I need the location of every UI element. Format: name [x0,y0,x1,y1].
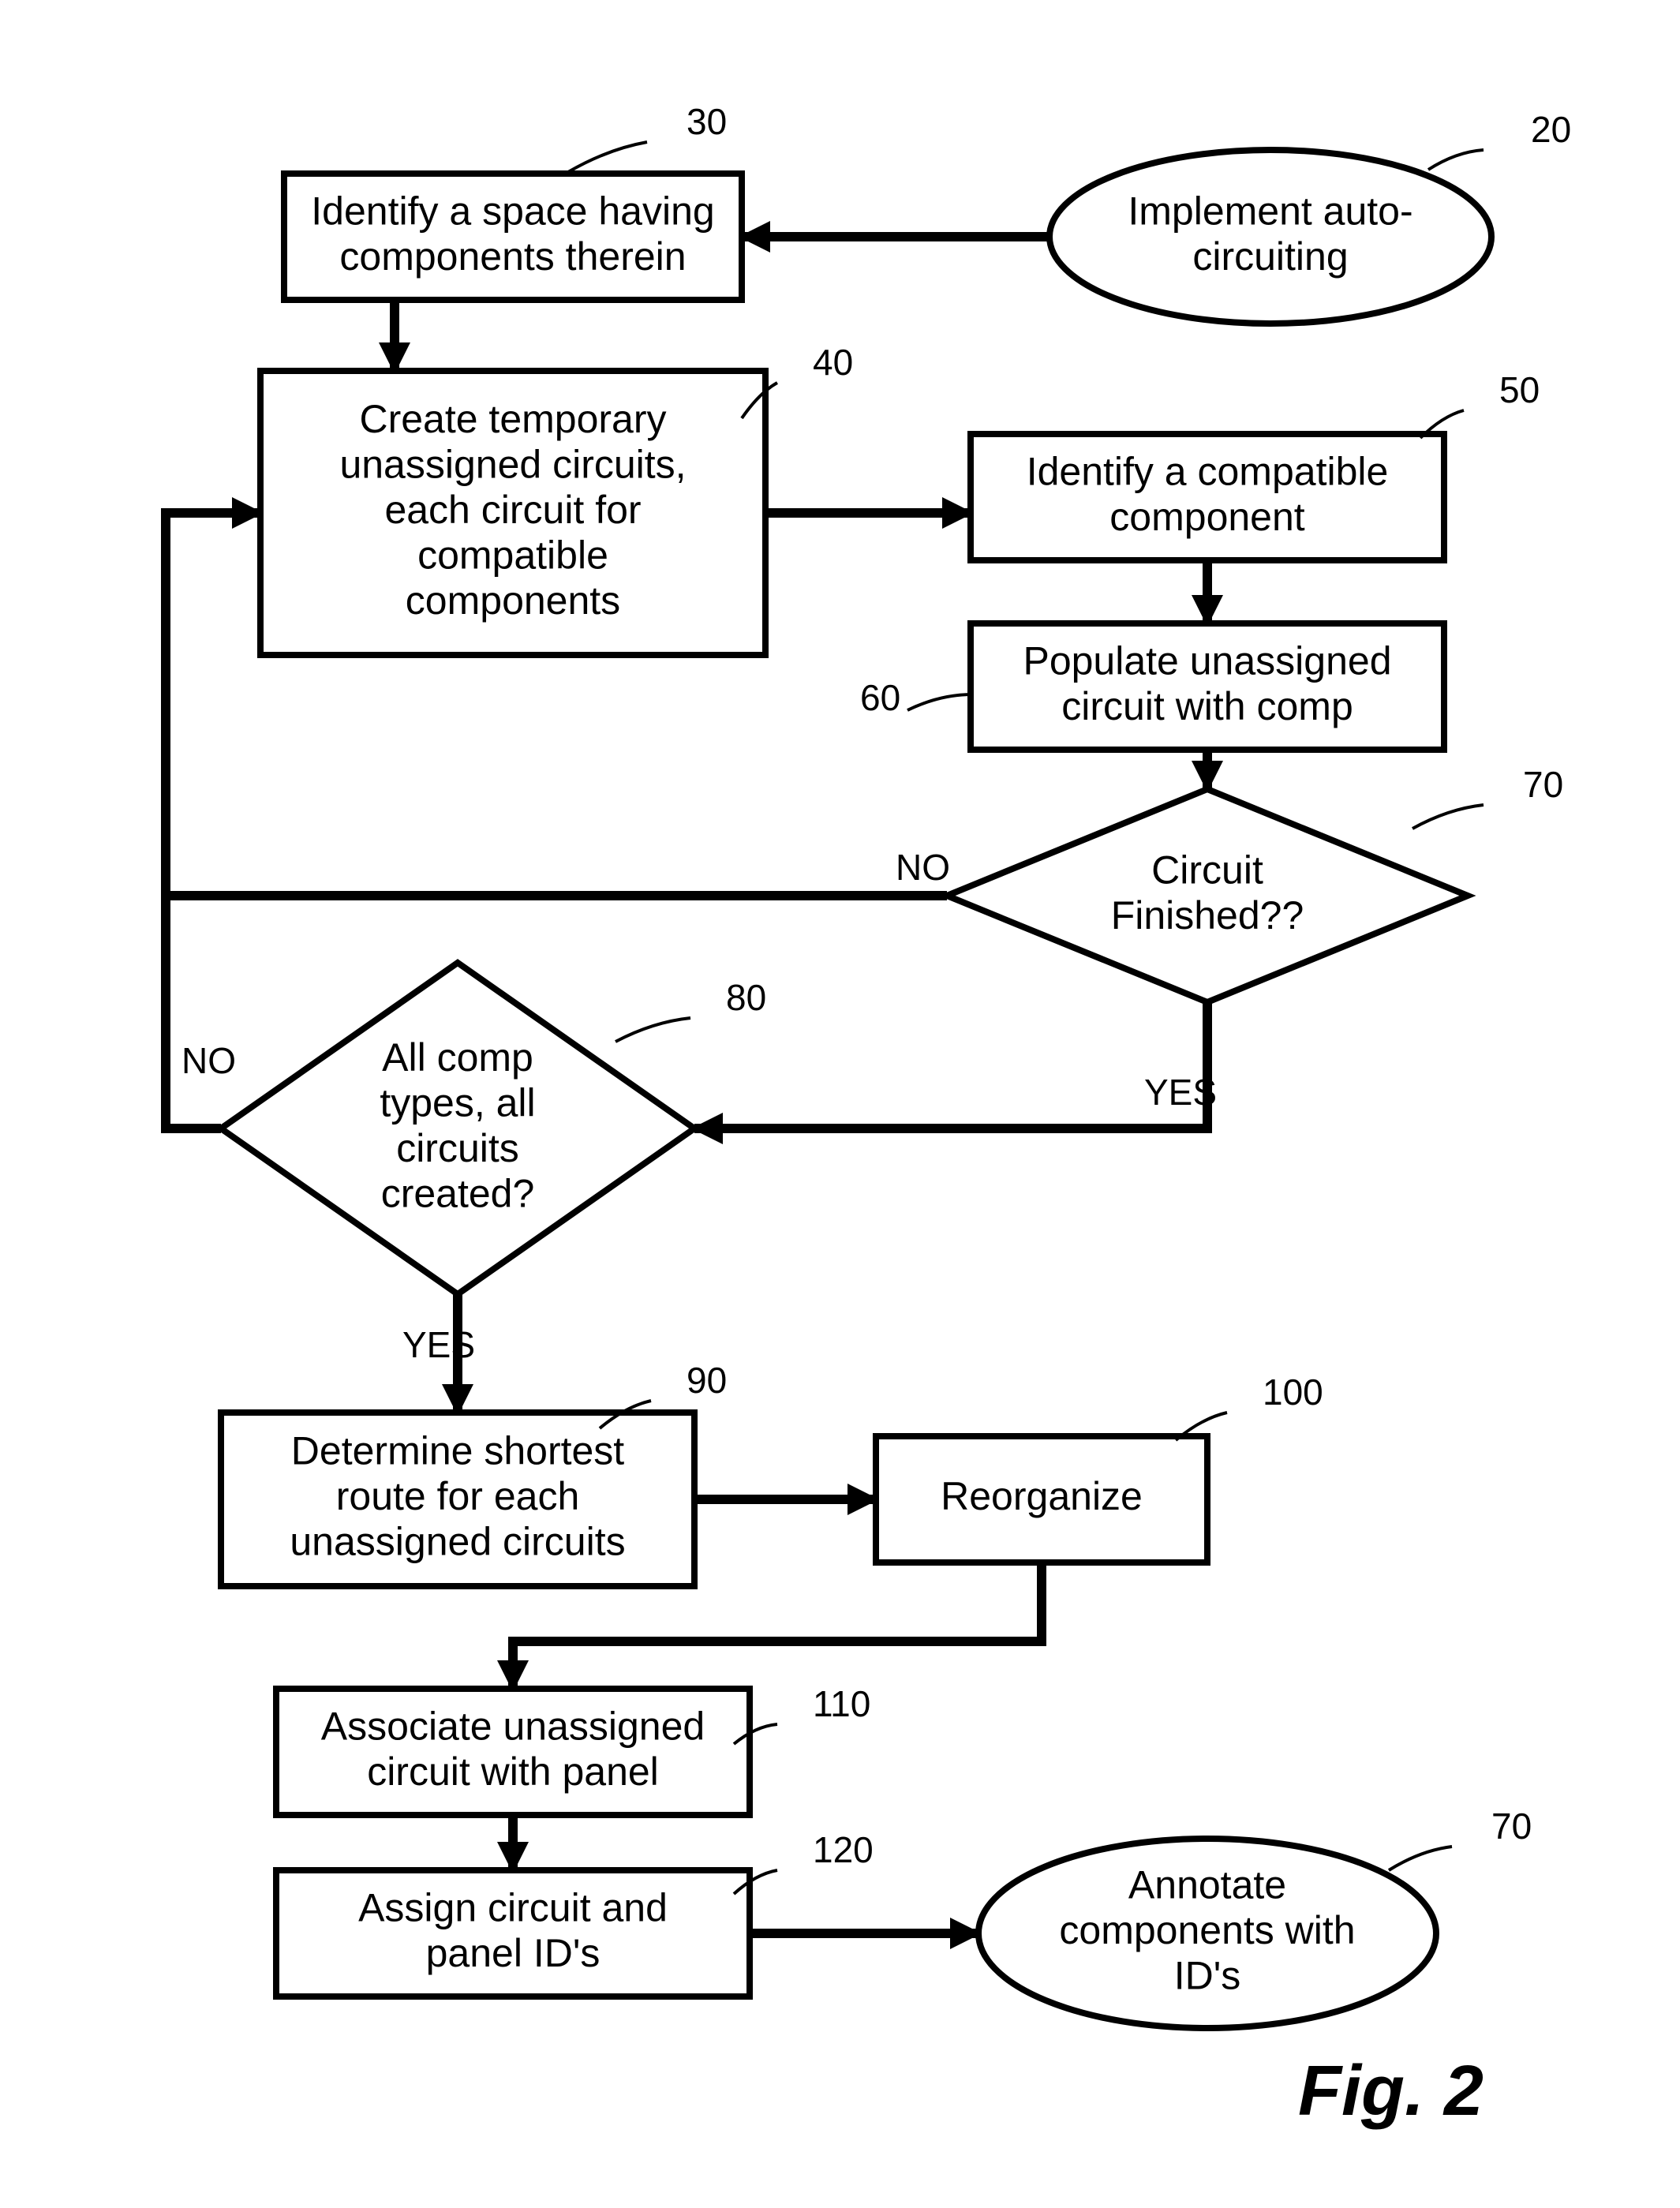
n40-line-1: unassigned circuits, [339,443,686,487]
n70-line-0: Circuit [1151,848,1263,892]
n60-line-0: Populate unassigned [1023,638,1391,683]
ref-n70b: 70 [1491,1806,1532,1847]
leader-n70b [1389,1847,1452,1870]
n20-line-0: Implement auto- [1128,189,1412,233]
node-n90: Determine shortestroute for eachunassign… [221,1413,694,1586]
leader-n60 [907,694,972,710]
n70b-line-0: Annotate [1128,1863,1286,1907]
node-n20: Implement auto-circuiting [1050,150,1491,324]
node-n30: Identify a space havingcomponents therei… [284,174,742,300]
n70b-line-1: components with [1059,1908,1355,1952]
node-n120: Assign circuit andpanel ID's [276,1870,750,1997]
node-n70b: Annotatecomponents withID's [978,1839,1436,2028]
nodes-layer: Implement auto-circuiting Identify a spac… [221,150,1491,2028]
leader-n70 [1412,805,1484,829]
n50-line-0: Identify a compatible [1027,449,1389,493]
edge-e7 [694,1002,1207,1128]
n30-line-1: components therein [339,234,686,279]
ref-n60: 60 [860,677,900,718]
n70-line-1: Finished?? [1111,893,1304,937]
ref-n90: 90 [687,1360,727,1401]
n110-line-1: circuit with panel [367,1750,659,1794]
ref-n70: 70 [1523,764,1563,805]
ref-n110: 110 [813,1683,870,1724]
n70b-line-2: ID's [1174,1954,1241,1998]
edge-e8 [166,513,221,1128]
ref-n30: 30 [687,101,727,142]
edge-label-e7: YES [1144,1072,1217,1113]
node-n70: CircuitFinished?? [947,789,1468,1002]
n120-line-0: Assign circuit and [358,1885,668,1929]
n90-line-0: Determine shortest [291,1429,624,1473]
n50-line-1: component [1109,495,1304,539]
leader-n30 [568,142,647,172]
n100-line-0: Reorganize [941,1474,1143,1518]
node-n110: Associate unassignedcircuit with panel [276,1689,750,1815]
n80-line-1: types, all [380,1080,535,1125]
n40-line-2: each circuit for [384,488,641,532]
leader-n80 [616,1018,690,1042]
edge-label-e6: NO [896,847,950,888]
n80-line-3: created? [381,1171,535,1215]
n60-line-1: circuit with comp [1061,684,1353,728]
node-n50: Identify a compatiblecomponent [971,434,1444,560]
ref-n100: 100 [1263,1372,1323,1413]
n120-line-1: panel ID's [426,1931,601,1975]
node-n40: Create temporaryunassigned circuits,each… [260,371,765,655]
leader-n20 [1428,150,1484,170]
ref-n80: 80 [726,977,766,1018]
ref-n50: 50 [1499,369,1540,410]
n40-line-0: Create temporary [359,397,666,441]
node-n80: All comptypes, allcircuitscreated? [221,963,694,1294]
n40-line-3: compatible [417,533,608,578]
n40-line-4: components [406,578,620,623]
n80-line-2: circuits [396,1126,519,1170]
n90-line-1: route for each [336,1474,580,1518]
n30-line-0: Identify a space having [311,189,714,233]
n90-line-2: unassigned circuits [290,1520,625,1564]
n110-line-0: Associate unassigned [321,1704,705,1748]
ref-n120: 120 [813,1829,874,1870]
n80-line-0: All comp [382,1035,533,1080]
n20-line-1: circuiting [1192,234,1348,279]
ref-n20: 20 [1531,109,1571,150]
edge-label-e8: NO [181,1040,236,1081]
ref-n40: 40 [813,342,853,383]
node-n60: Populate unassignedcircuit with comp [971,623,1444,750]
figure-label: Fig. 2 [1298,2052,1484,2131]
edge-label-e9: YES [402,1324,475,1365]
node-n100: Reorganize [876,1436,1207,1562]
